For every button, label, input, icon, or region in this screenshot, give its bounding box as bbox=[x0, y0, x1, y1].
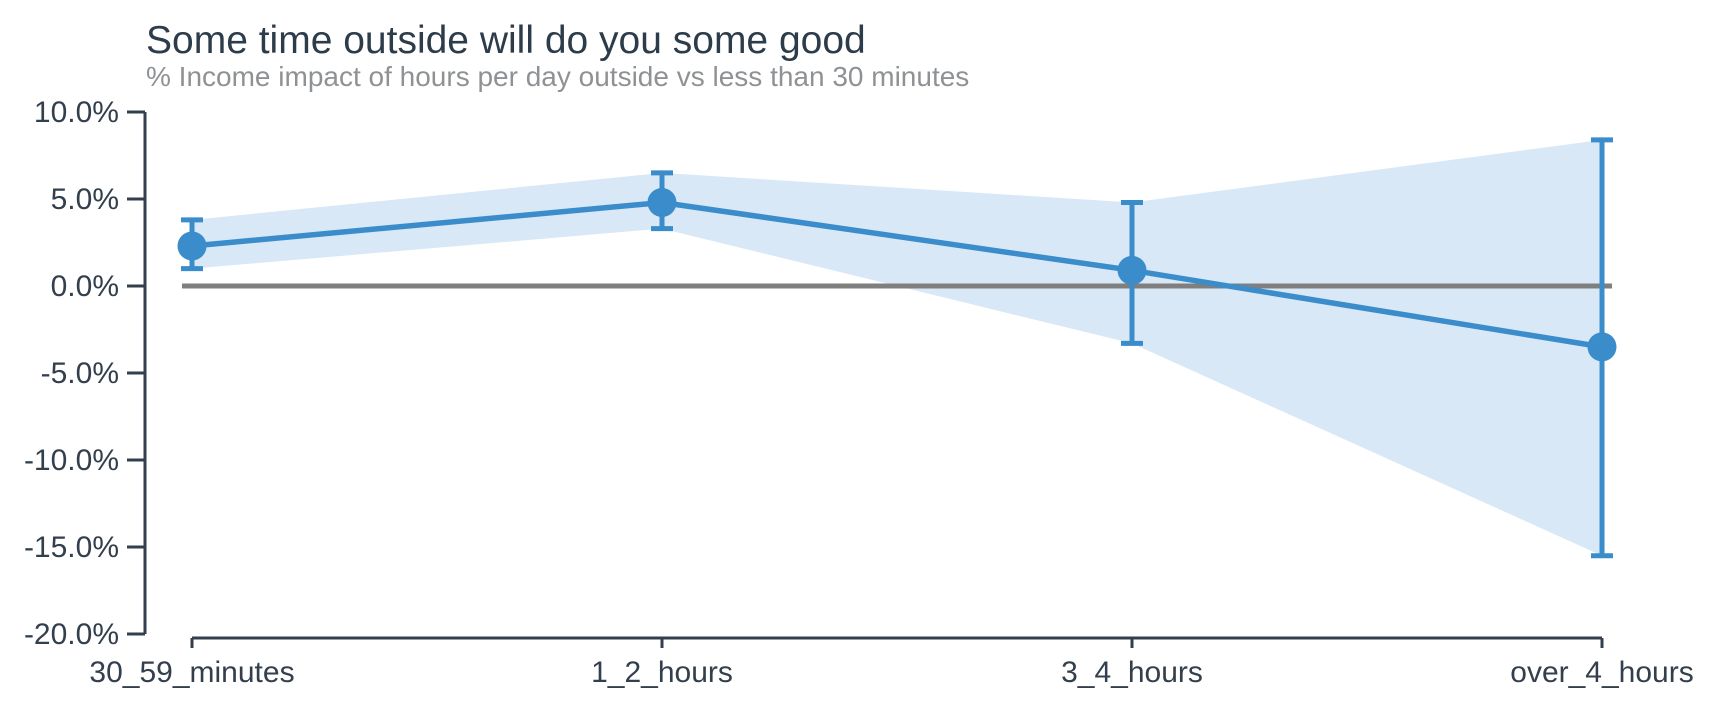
chart-subtitle: % Income impact of hours per day outside… bbox=[146, 61, 970, 92]
trend-line bbox=[191, 199, 1603, 350]
x-tick-label: 30_59_minutes bbox=[89, 656, 294, 689]
data-point bbox=[647, 187, 677, 217]
y-tick-label: 0.0% bbox=[51, 270, 119, 303]
data-point bbox=[1117, 255, 1147, 285]
y-tick-label: 5.0% bbox=[51, 183, 119, 216]
chart-title: Some time outside will do you some good bbox=[146, 19, 866, 62]
y-tick-label: -5.0% bbox=[41, 357, 119, 390]
confidence-band bbox=[192, 139, 1602, 556]
data-point bbox=[177, 231, 207, 261]
x-tick-label: over_4_hours bbox=[1510, 656, 1693, 689]
data-point bbox=[1587, 332, 1617, 362]
y-tick-label: -10.0% bbox=[24, 444, 119, 477]
x-tick-label: 3_4_hours bbox=[1061, 656, 1203, 689]
x-tick-label: 1_2_hours bbox=[591, 656, 733, 689]
y-tick-label: -20.0% bbox=[24, 618, 119, 651]
y-tick-label: 10.0% bbox=[34, 96, 119, 129]
y-tick-label: -15.0% bbox=[24, 531, 119, 564]
